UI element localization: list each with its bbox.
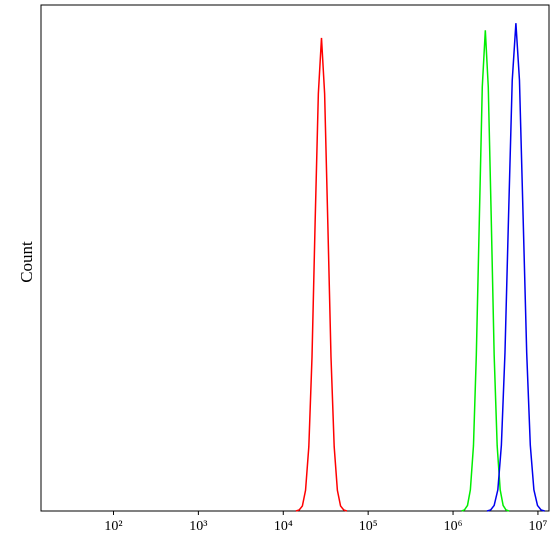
series-line bbox=[295, 37, 348, 512]
x-tick-label: 10³ bbox=[189, 519, 207, 534]
x-tick-label: 10⁴ bbox=[274, 519, 293, 534]
x-tick-label: 10² bbox=[104, 519, 122, 534]
series-line bbox=[486, 23, 545, 512]
series-line bbox=[461, 30, 510, 512]
plot-frame bbox=[40, 4, 550, 512]
y-axis-label: Count bbox=[17, 241, 36, 283]
x-tick-label: 10⁶ bbox=[444, 519, 463, 534]
x-tick-label: 10⁵ bbox=[359, 519, 378, 534]
x-tick-label: 10⁷ bbox=[528, 519, 547, 534]
